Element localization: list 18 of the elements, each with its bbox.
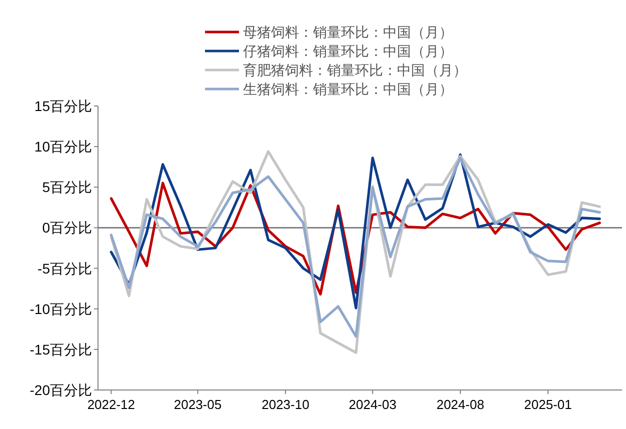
y-tick-label: 5百分比 (42, 179, 92, 196)
y-tick-label: 15百分比 (34, 98, 92, 114)
x-tick-label: 2023-05 (174, 397, 222, 412)
x-tick-label: 2025-01 (524, 397, 572, 412)
legend-label: 育肥猪饲料：销量环比：中国（月） (243, 62, 467, 78)
y-tick-label: 0百分比 (42, 220, 92, 236)
x-tick-label: 2024-03 (348, 397, 396, 412)
y-tick-label: -20百分比 (30, 382, 92, 398)
y-tick-label: 10百分比 (34, 138, 92, 155)
x-tick-label: 2024-08 (436, 397, 484, 412)
legend-label: 母猪饲料：销量环比：中国（月） (243, 24, 453, 40)
y-tick-label: -10百分比 (30, 300, 92, 317)
y-tick-label: -5百分比 (38, 260, 92, 276)
x-tick-label: 2023-10 (262, 397, 310, 412)
x-tick-label: 2022-12 (87, 397, 136, 412)
legend-label: 仔猪饲料：销量环比：中国（月） (243, 43, 453, 59)
y-tick-label: -15百分比 (30, 341, 92, 358)
legend-label: 生猪饲料：销量环比：中国（月） (243, 81, 453, 97)
